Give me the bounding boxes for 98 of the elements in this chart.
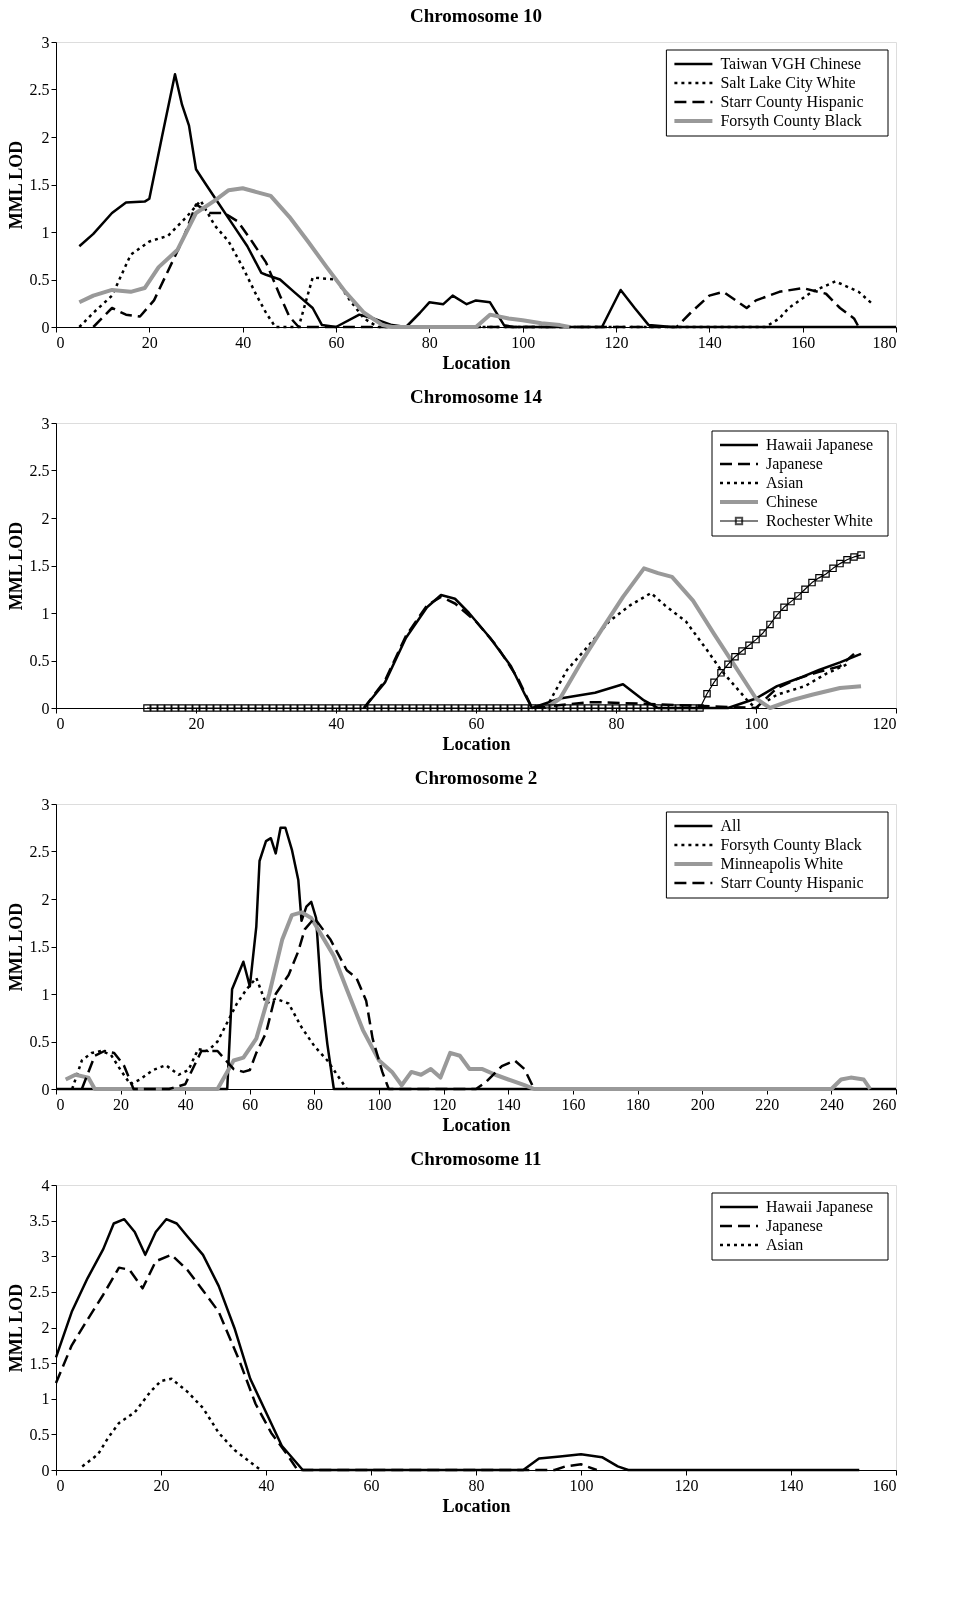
y-tick-label: 2 xyxy=(41,509,50,527)
chart-title: Chromosome 11 xyxy=(410,1148,542,1169)
legend-label: Salt Lake City White xyxy=(720,74,856,92)
y-axis-title: MML LOD xyxy=(5,140,26,230)
y-tick-label: 1.5 xyxy=(29,938,50,955)
legend-label: Asian xyxy=(766,1236,804,1253)
y-tick-label: 2 xyxy=(41,128,50,146)
y-tick-label: 4 xyxy=(41,1176,50,1194)
x-tick-label: 0 xyxy=(56,1095,65,1113)
y-tick-label: 2.5 xyxy=(29,462,50,479)
y-tick-label: 1 xyxy=(41,985,50,1003)
x-tick-label: 0 xyxy=(56,714,65,732)
y-tick-label: 1 xyxy=(41,223,50,241)
x-tick-label: 40 xyxy=(258,1476,275,1494)
chart-title: Chromosome 2 xyxy=(414,767,538,788)
y-tick-label: 2.5 xyxy=(29,81,50,98)
y-tick-label: 0.5 xyxy=(29,1425,50,1443)
x-tick-label: 0 xyxy=(56,1476,65,1494)
chart-title: Chromosome 10 xyxy=(409,5,543,26)
legend-label: Japanese xyxy=(766,1217,823,1235)
x-tick-label: 60 xyxy=(468,714,485,732)
x-tick-label: 80 xyxy=(421,333,438,351)
y-tick-label: 2.5 xyxy=(29,843,50,860)
x-axis-title: Location xyxy=(442,733,511,754)
x-tick-label: 20 xyxy=(141,333,158,351)
x-tick-label: 200 xyxy=(690,1095,715,1113)
legend-label: Rochester White xyxy=(766,512,873,529)
y-tick-label: 1.5 xyxy=(29,557,50,574)
x-axis-title: Location xyxy=(442,1114,511,1135)
y-axis-title: MML LOD xyxy=(5,1283,26,1373)
x-tick-label: 100 xyxy=(511,333,536,351)
y-axis-title: MML LOD xyxy=(5,902,26,992)
x-tick-label: 20 xyxy=(188,714,205,732)
y-tick-label: 3 xyxy=(41,1247,50,1265)
y-tick-label: 0.5 xyxy=(29,271,50,288)
y-tick-label: 1 xyxy=(41,1390,50,1408)
legend-label: Minneapolis White xyxy=(720,855,844,873)
x-tick-label: 180 xyxy=(626,1095,651,1113)
x-tick-label: 120 xyxy=(604,333,629,351)
x-tick-label: 40 xyxy=(328,714,345,732)
x-tick-label: 40 xyxy=(235,333,252,351)
x-tick-label: 100 xyxy=(744,714,769,732)
chart-title: Chromosome 14 xyxy=(409,386,543,407)
x-tick-label: 0 xyxy=(56,333,65,351)
x-tick-label: 60 xyxy=(242,1095,259,1113)
y-tick-label: 3 xyxy=(41,414,50,432)
y-tick-label: 2.5 xyxy=(29,1283,50,1301)
y-tick-label: 0 xyxy=(41,699,50,717)
x-axis-title: Location xyxy=(442,1495,511,1516)
x-tick-label: 20 xyxy=(113,1095,130,1113)
x-axis-title: Location xyxy=(442,352,511,373)
x-tick-label: 120 xyxy=(674,1476,699,1494)
x-tick-label: 80 xyxy=(468,1476,485,1494)
x-tick-label: 160 xyxy=(561,1095,586,1113)
x-tick-label: 100 xyxy=(367,1095,392,1113)
x-tick-label: 20 xyxy=(153,1476,170,1494)
y-tick-label: 3.5 xyxy=(29,1212,50,1230)
y-tick-label: 0 xyxy=(41,1461,50,1479)
y-tick-label: 0 xyxy=(41,1080,50,1098)
y-axis-title: MML LOD xyxy=(5,521,26,611)
legend-label: Asian xyxy=(766,474,804,491)
y-tick-label: 2 xyxy=(41,1319,50,1336)
x-tick-label: 160 xyxy=(791,333,816,351)
legend-label: Hawaii Japanese xyxy=(766,436,874,454)
y-tick-label: 3 xyxy=(41,33,50,51)
x-tick-label: 60 xyxy=(363,1476,380,1494)
y-tick-label: 1.5 xyxy=(29,176,50,193)
x-tick-label: 260 xyxy=(872,1095,897,1113)
y-tick-label: 1.5 xyxy=(29,1354,50,1372)
y-tick-label: 2 xyxy=(41,890,50,908)
y-tick-label: 0.5 xyxy=(29,652,50,669)
x-tick-label: 80 xyxy=(608,714,625,732)
x-tick-label: 180 xyxy=(872,333,897,351)
x-tick-label: 160 xyxy=(872,1476,897,1494)
x-tick-label: 40 xyxy=(177,1095,194,1113)
x-tick-label: 240 xyxy=(819,1095,844,1113)
legend-label: Forsyth County Black xyxy=(720,836,862,854)
legend-label: Hawaii Japanese xyxy=(766,1198,874,1216)
legend-label: Taiwan VGH Chinese xyxy=(720,55,862,72)
y-tick-label: 0 xyxy=(41,318,50,336)
x-tick-label: 100 xyxy=(569,1476,594,1494)
y-tick-label: 3 xyxy=(41,795,50,813)
x-tick-label: 60 xyxy=(328,333,345,351)
legend-label: Starr County Hispanic xyxy=(720,93,864,111)
x-tick-label: 140 xyxy=(779,1476,804,1494)
x-tick-label: 140 xyxy=(697,333,722,351)
x-tick-label: 120 xyxy=(872,714,897,732)
legend-label: Forsyth County Black xyxy=(720,112,862,130)
y-tick-label: 0.5 xyxy=(29,1033,50,1050)
legend-label: Japanese xyxy=(766,455,823,473)
x-tick-label: 220 xyxy=(755,1095,780,1113)
legend-label: Chinese xyxy=(766,493,818,510)
y-tick-label: 1 xyxy=(41,604,50,622)
x-tick-label: 140 xyxy=(496,1095,521,1113)
legend-label: Starr County Hispanic xyxy=(720,874,864,892)
x-tick-label: 120 xyxy=(432,1095,457,1113)
legend-label: All xyxy=(720,817,742,834)
x-tick-label: 80 xyxy=(306,1095,323,1113)
